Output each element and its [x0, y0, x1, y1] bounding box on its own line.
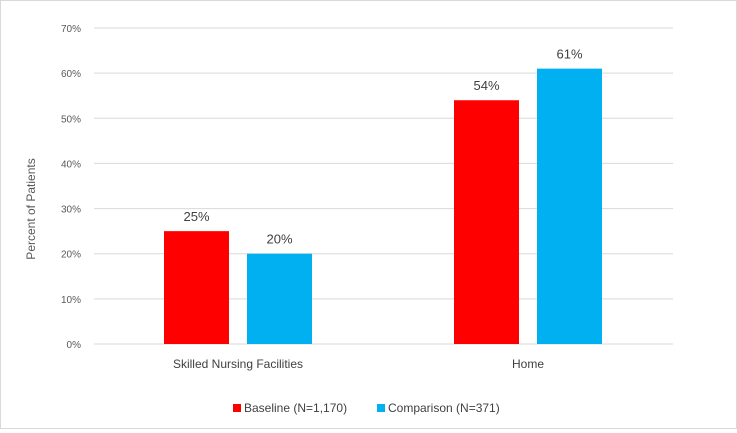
y-tick-label: 10%	[61, 295, 81, 306]
data-label: 61%	[556, 47, 582, 62]
y-tick-label: 50%	[61, 114, 81, 125]
bar	[247, 253, 312, 344]
y-tick-label: 20%	[61, 250, 81, 261]
data-label: 54%	[473, 78, 499, 93]
x-tick-label: Skilled Nursing Facilities	[173, 357, 303, 371]
data-labels: 25% 20% 54% 61%	[183, 47, 582, 247]
bar	[454, 100, 519, 344]
y-axis-label: Percent of Patients	[24, 158, 38, 259]
legend: Baseline (N=1,170) Comparison (N=371)	[233, 401, 500, 415]
legend-swatch	[233, 404, 241, 412]
y-tick-label: 60%	[61, 69, 81, 80]
legend-label: Comparison (N=371)	[388, 401, 500, 415]
y-tick-label: 30%	[61, 205, 81, 216]
y-tick-label: 70%	[61, 24, 81, 35]
legend-swatch	[377, 404, 385, 412]
x-axis-ticks: Skilled Nursing Facilities Home	[173, 357, 544, 371]
y-axis-ticks: 0% 10% 20% 30% 40% 50% 60% 70%	[61, 24, 81, 351]
bar	[164, 231, 229, 344]
x-tick-label: Home	[512, 357, 544, 371]
y-tick-label: 40%	[61, 159, 81, 170]
legend-label: Baseline (N=1,170)	[244, 401, 347, 415]
data-label: 20%	[266, 232, 292, 247]
bars	[164, 68, 602, 344]
data-label: 25%	[183, 209, 209, 224]
bar	[537, 68, 602, 344]
y-tick-label: 0%	[67, 340, 82, 351]
